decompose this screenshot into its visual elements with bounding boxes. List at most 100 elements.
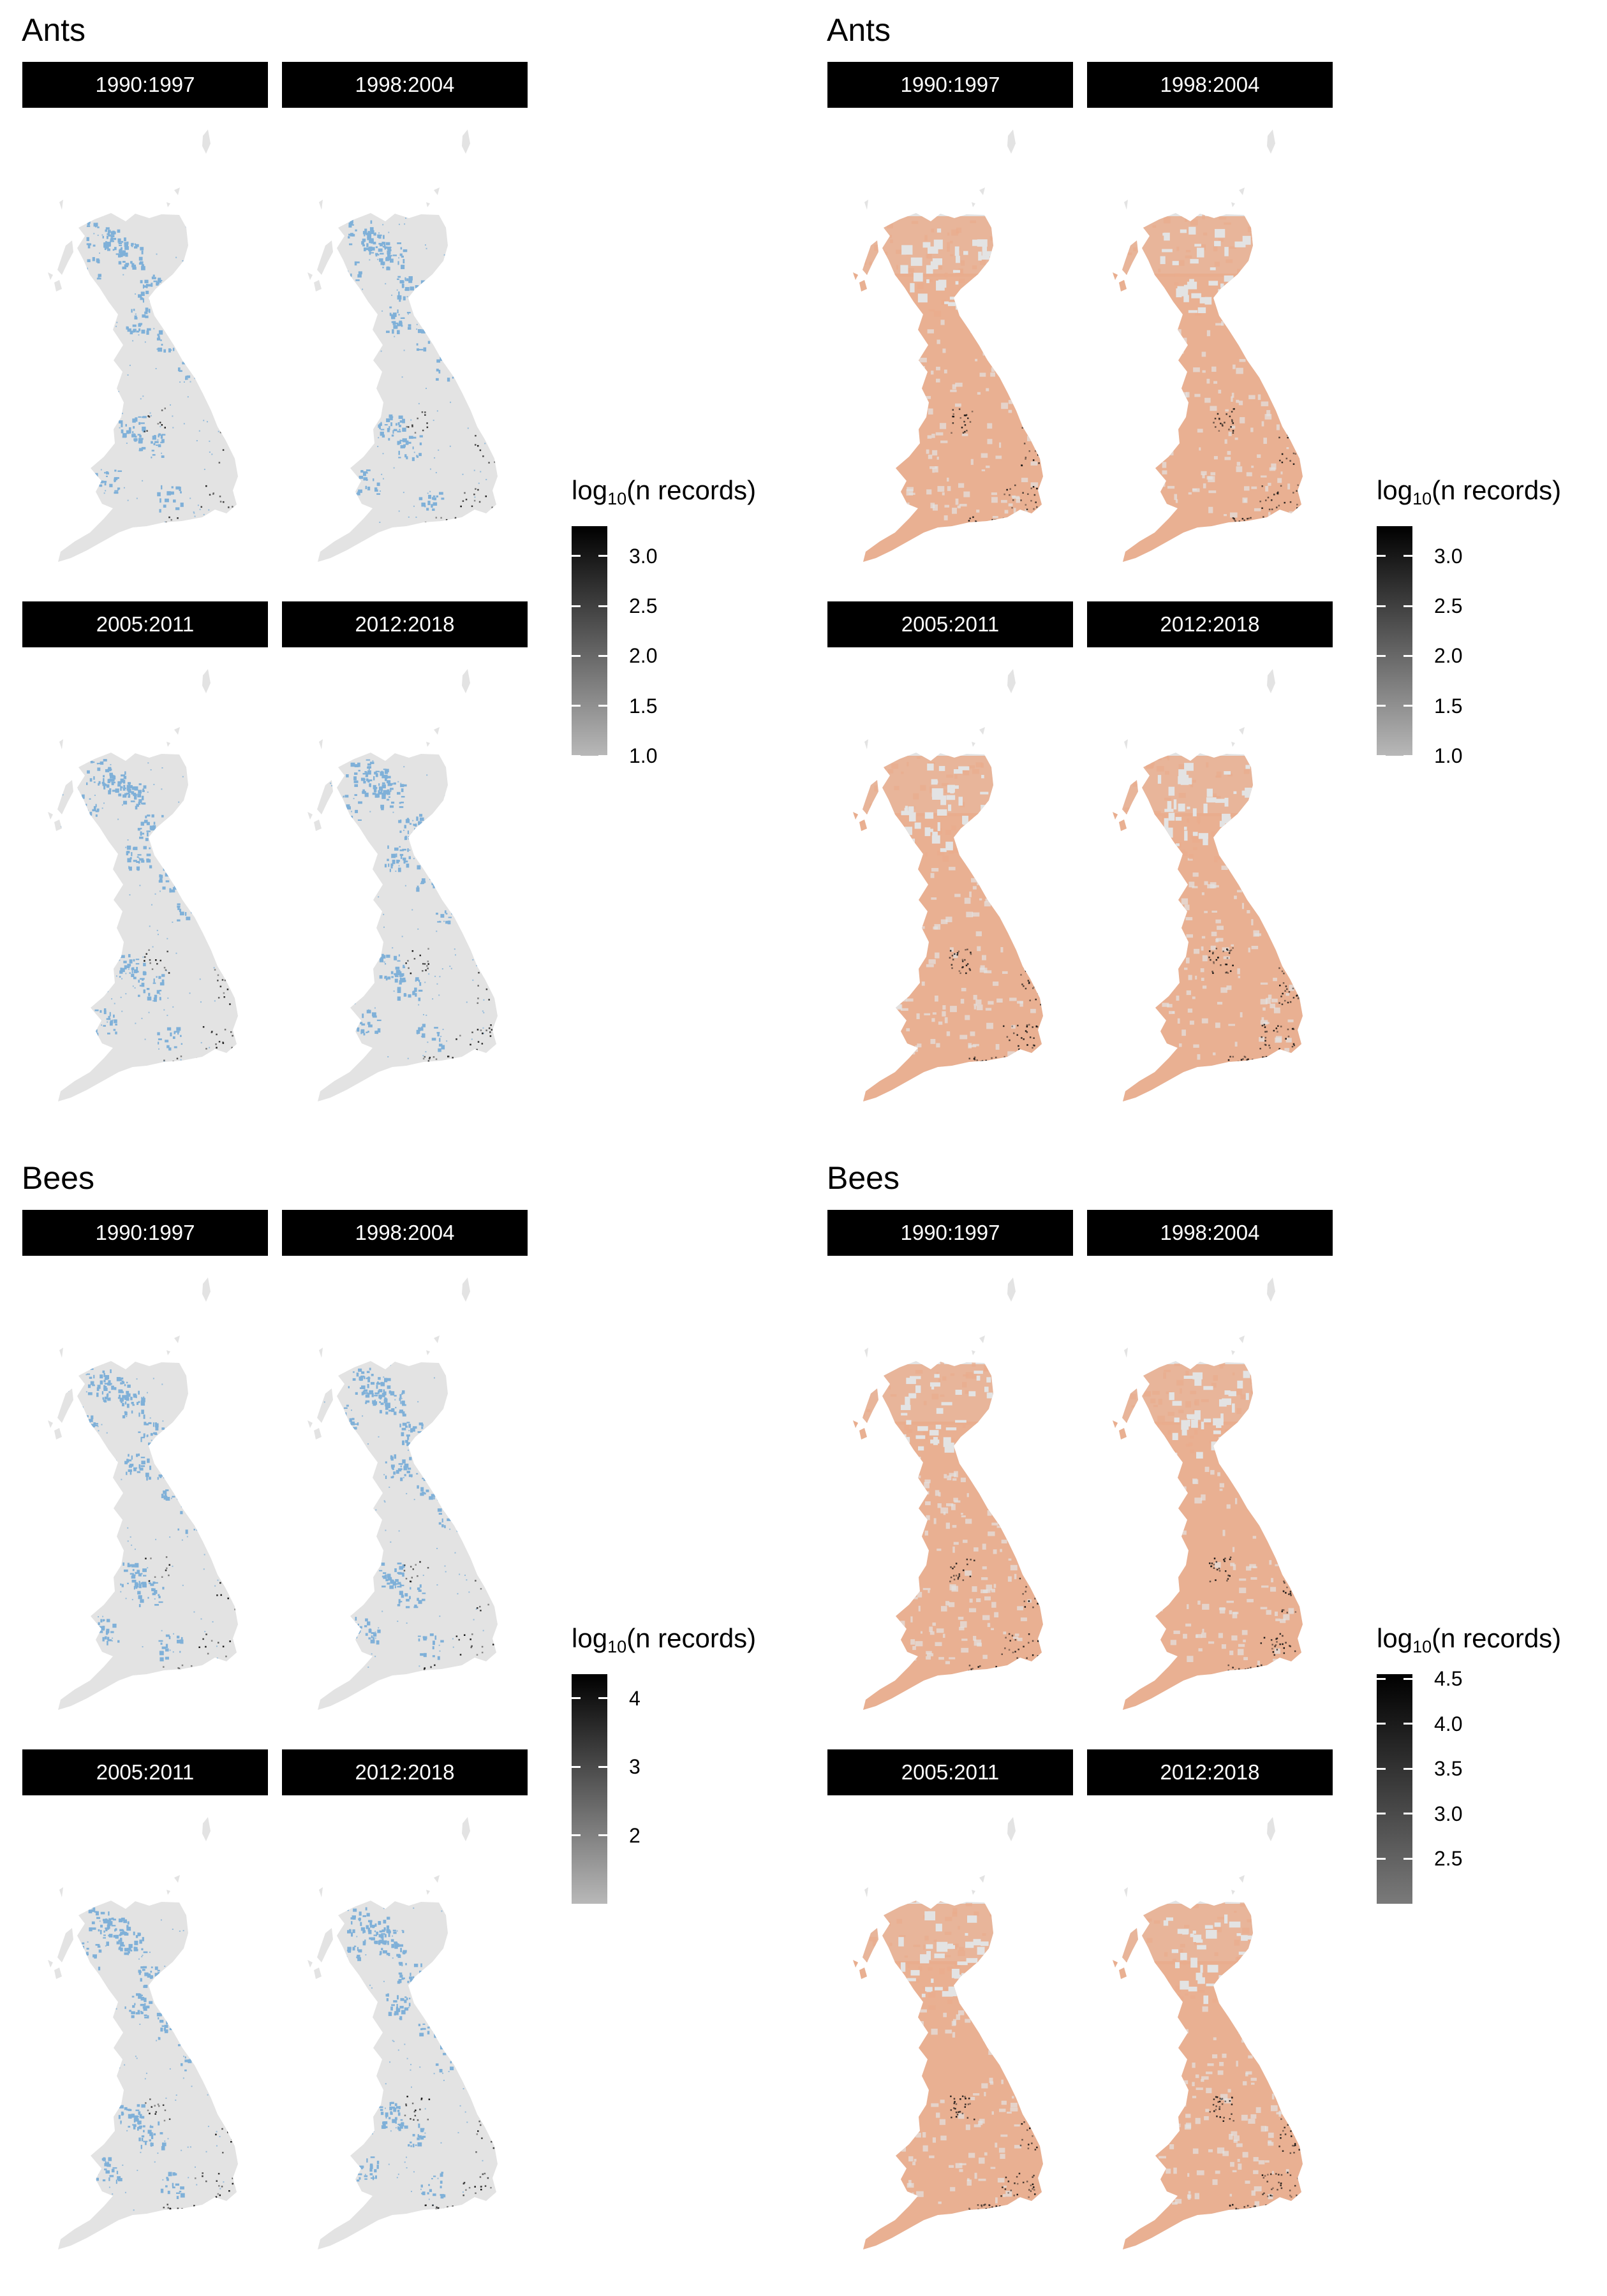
- colorbar-tick: [572, 1834, 581, 1837]
- colorbar-tick-label: 4.5: [1434, 1667, 1463, 1691]
- facet-map: [48, 1817, 238, 2249]
- colorbar-tick: [1403, 1813, 1412, 1815]
- colorbar-tick: [1377, 605, 1386, 607]
- colorbar-tick: [1403, 555, 1412, 557]
- panel-title: Bees: [827, 1160, 900, 1196]
- facet-strip-label: 1990:1997: [827, 62, 1073, 108]
- colorbar-tick: [1403, 705, 1412, 707]
- land-shape: [307, 1277, 498, 1710]
- facet-map: [853, 129, 1043, 562]
- colorbar-tick: [572, 1765, 581, 1768]
- land-shape: [307, 669, 498, 1101]
- facet-map: [1113, 1277, 1303, 1710]
- facet-strip-label: 2005:2011: [22, 601, 268, 647]
- colorbar-tick-label: 3: [629, 1755, 641, 1779]
- colorbar-tick-label: 3.0: [1434, 544, 1463, 568]
- colorbar-tick: [598, 705, 607, 707]
- colorbar-tick-label: 4: [629, 1686, 641, 1710]
- colorbar: [1377, 1674, 1412, 1904]
- colorbar-tick-label: 1.0: [1434, 744, 1463, 767]
- colorbar-tick: [598, 555, 607, 557]
- colorbar-tick: [572, 754, 581, 757]
- colorbar-tick: [1403, 754, 1412, 757]
- facet-map: [853, 1817, 1043, 2249]
- legend-title: log10(n records): [1377, 475, 1562, 508]
- colorbar-tick-label: 1.5: [1434, 694, 1463, 718]
- facet-map: [1113, 669, 1303, 1101]
- colorbar-tick-label: 2.5: [1434, 1847, 1463, 1871]
- colorbar-tick-label: 1.0: [629, 744, 658, 767]
- facet-strip-label: 1990:1997: [22, 62, 268, 108]
- colorbar-tick: [598, 654, 607, 657]
- facet-strip-label: 1990:1997: [22, 1210, 268, 1256]
- facet-map: [307, 1817, 498, 2249]
- colorbar-tick: [1403, 1723, 1412, 1725]
- colorbar-tick: [1377, 1767, 1386, 1770]
- colorbar-tick-label: 2.5: [1434, 594, 1463, 618]
- colorbar-tick-label: 2: [629, 1823, 641, 1847]
- colorbar-tick-label: 2.5: [629, 594, 658, 618]
- panel-title: Bees: [22, 1160, 94, 1196]
- colorbar-tick: [598, 1834, 607, 1837]
- facet-map: [1113, 1817, 1303, 2249]
- facet-map: [48, 669, 238, 1101]
- colorbar-tick-label: 2.0: [629, 644, 658, 668]
- land-shape: [48, 129, 238, 562]
- legend-title: log10(n records): [1377, 1623, 1562, 1656]
- colorbar-tick: [1377, 1857, 1386, 1860]
- colorbar-tick-label: 3.5: [1434, 1757, 1463, 1781]
- colorbar: [572, 1674, 607, 1904]
- colorbar-tick: [598, 605, 607, 607]
- colorbar-tick: [1403, 605, 1412, 607]
- facet-map: [307, 129, 498, 562]
- facet-strip-label: 1998:2004: [282, 62, 528, 108]
- facet-strip-label: 2005:2011: [827, 601, 1073, 647]
- facet-map: [1113, 129, 1303, 562]
- facet-strip-label: 2012:2018: [282, 601, 528, 647]
- land-shape: [48, 1277, 238, 1710]
- colorbar-tick: [572, 705, 581, 707]
- colorbar-tick: [598, 1697, 607, 1700]
- facet-strip-label: 1990:1997: [827, 1210, 1073, 1256]
- panel-title: Ants: [827, 12, 891, 48]
- legend-title: log10(n records): [572, 475, 757, 508]
- facet-strip-label: 1998:2004: [282, 1210, 528, 1256]
- land-shape: [307, 1817, 498, 2249]
- colorbar-tick: [598, 1765, 607, 1768]
- colorbar-tick-label: 2.0: [1434, 644, 1463, 668]
- land-shape: [307, 129, 498, 562]
- colorbar-tick: [572, 605, 581, 607]
- facet-strip-label: 2012:2018: [1087, 601, 1333, 647]
- facet-strip-label: 1998:2004: [1087, 1210, 1333, 1256]
- facet-strip-label: 2012:2018: [1087, 1749, 1333, 1795]
- colorbar-tick: [1377, 1813, 1386, 1815]
- colorbar-tick-label: 3.0: [1434, 1802, 1463, 1825]
- colorbar-tick: [1403, 1677, 1412, 1680]
- colorbar-tick: [1377, 1677, 1386, 1680]
- land-shape: [48, 669, 238, 1101]
- facet-strip-label: 2012:2018: [282, 1749, 528, 1795]
- facet-map: [307, 1277, 498, 1710]
- colorbar-tick: [1377, 654, 1386, 657]
- colorbar-tick: [1377, 705, 1386, 707]
- colorbar-tick-label: 4.0: [1434, 1712, 1463, 1735]
- colorbar-tick: [1403, 1857, 1412, 1860]
- facet-map: [853, 669, 1043, 1101]
- land-shape: [48, 1817, 238, 2249]
- facet-map: [48, 129, 238, 562]
- facet-strip-label: 1998:2004: [1087, 62, 1333, 108]
- colorbar-tick: [1377, 754, 1386, 757]
- colorbar: [1377, 526, 1412, 757]
- panel-title: Ants: [22, 12, 86, 48]
- colorbar-tick-label: 1.5: [629, 694, 658, 718]
- colorbar: [572, 526, 607, 757]
- facet-map: [48, 1277, 238, 1710]
- colorbar-tick: [1403, 654, 1412, 657]
- colorbar-tick: [1377, 1723, 1386, 1725]
- colorbar-tick: [572, 654, 581, 657]
- facet-strip-label: 2005:2011: [827, 1749, 1073, 1795]
- colorbar-tick: [598, 754, 607, 757]
- colorbar-tick: [1377, 555, 1386, 557]
- facet-strip-label: 2005:2011: [22, 1749, 268, 1795]
